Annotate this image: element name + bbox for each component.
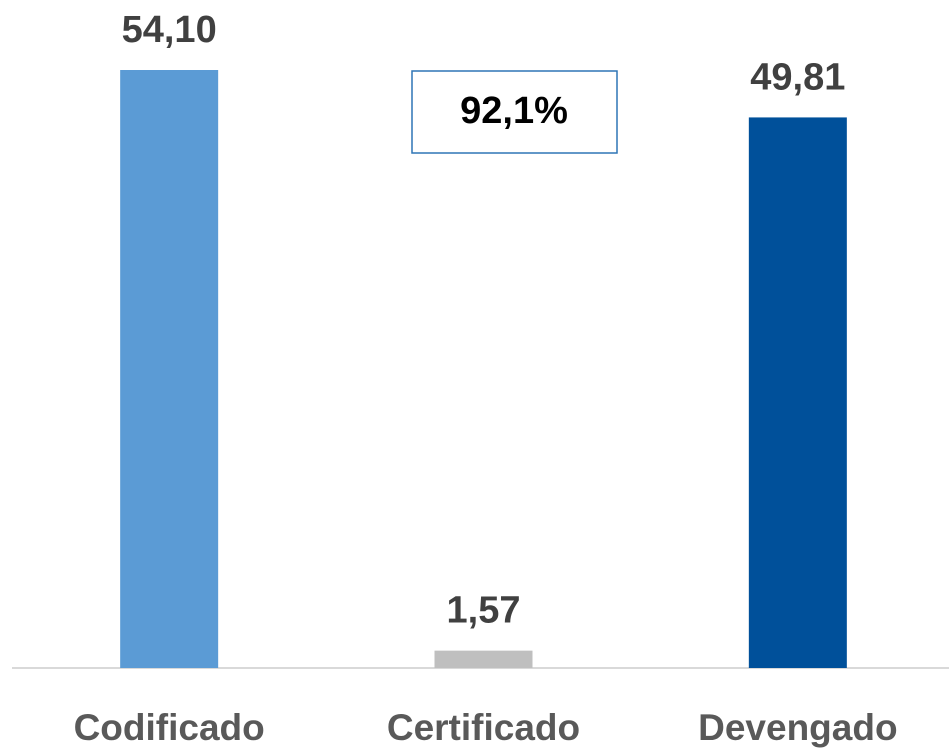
x-tick-label: Certificado — [387, 707, 580, 748]
x-tick-label: Devengado — [698, 707, 897, 748]
annotation: 92,1% — [460, 90, 568, 132]
bar — [120, 70, 219, 668]
bar — [434, 650, 533, 668]
annotation-box — [411, 70, 618, 154]
bar — [748, 117, 847, 668]
value-label: 49,81 — [750, 56, 845, 98]
value-label: 54,10 — [122, 9, 217, 51]
x-tick-label: Codificado — [74, 707, 265, 748]
value-label: 1,57 — [447, 590, 521, 632]
